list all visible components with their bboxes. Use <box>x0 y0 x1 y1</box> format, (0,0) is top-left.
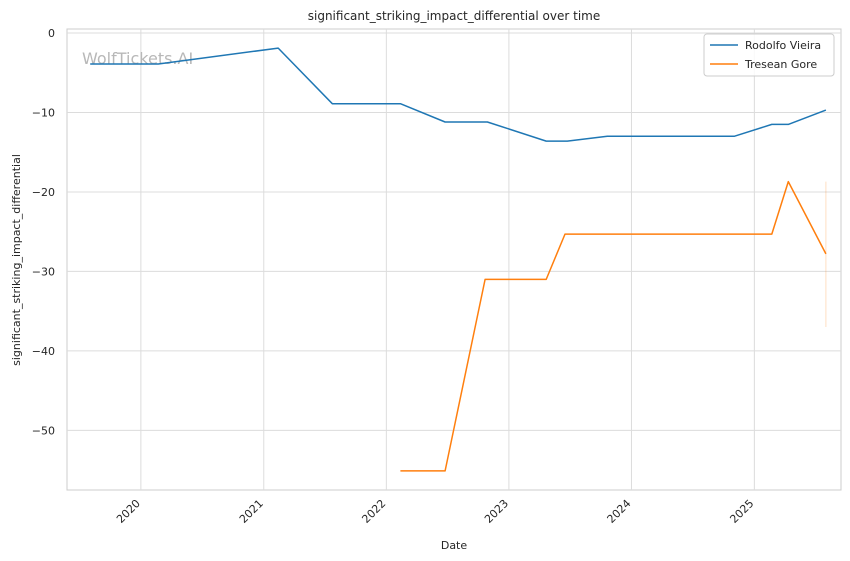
x-tick-label: 2023 <box>482 497 511 526</box>
x-tick-label: 2020 <box>114 497 143 526</box>
x-axis-label: Date <box>441 539 468 552</box>
x-tick-labels: 2020 2021 2022 2023 2024 2025 <box>114 497 756 526</box>
x-tick-label: 2022 <box>359 497 388 526</box>
x-tick-label: 2024 <box>605 497 634 526</box>
y-tick-label: −50 <box>32 424 55 437</box>
y-tick-label: −40 <box>32 345 55 358</box>
y-tick-label: −30 <box>32 265 55 278</box>
plot-area <box>66 28 842 491</box>
legend-label-rodolfo-vieira: Rodolfo Vieira <box>745 39 821 52</box>
y-tick-labels: 0 −10 −20 −30 −40 −50 <box>32 27 55 437</box>
legend-label-tresean-gore: Tresean Gore <box>744 58 817 71</box>
series-line-rodolfo-vieira <box>90 47 827 142</box>
y-tick-label: 0 <box>48 27 55 40</box>
y-axis-label: significant_striking_impact_differential <box>10 154 23 366</box>
series-line-tresean-gore <box>400 180 827 472</box>
y-tick-label: −10 <box>32 106 55 119</box>
chart-title: significant_striking_impact_differential… <box>308 9 600 23</box>
legend: Rodolfo Vieira Tresean Gore <box>703 33 835 77</box>
x-tick-label: 2021 <box>237 497 266 526</box>
x-tick-label: 2025 <box>727 497 756 526</box>
series-lines <box>90 47 827 472</box>
y-tick-label: −20 <box>32 186 55 199</box>
watermark: WolfTickets.AI <box>82 49 193 68</box>
